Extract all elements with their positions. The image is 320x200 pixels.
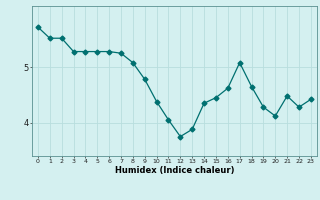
X-axis label: Humidex (Indice chaleur): Humidex (Indice chaleur) [115, 166, 234, 175]
